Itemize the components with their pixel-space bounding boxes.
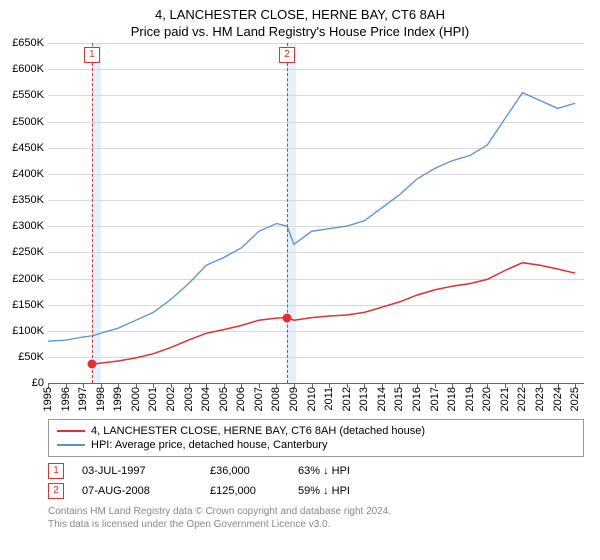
y-axis-label: £50K: [2, 351, 44, 363]
x-axis-label: 2015: [393, 387, 405, 411]
x-axis-label: 2024: [552, 387, 564, 411]
x-axis-label: 2004: [200, 387, 212, 411]
x-axis-label: 2012: [341, 387, 353, 411]
sale-price: £36,000: [210, 465, 280, 477]
x-axis-label: 2006: [235, 387, 247, 411]
legend-swatch: [57, 444, 85, 446]
y-axis-label: £350K: [2, 194, 44, 206]
x-axis-label: 1997: [77, 387, 89, 411]
plot-region: £0£50K£100K£150K£200K£250K£300K£350K£400…: [48, 43, 584, 384]
x-axis-label: 2016: [411, 387, 423, 411]
footer-text: Contains HM Land Registry data © Crown c…: [48, 505, 584, 531]
sale-point-marker: [87, 360, 96, 369]
x-axis-label: 2008: [270, 387, 282, 411]
x-axis-label: 2001: [147, 387, 159, 411]
y-axis-label: £400K: [2, 168, 44, 180]
chart-container: 4, LANCHESTER CLOSE, HERNE BAY, CT6 8AH …: [0, 0, 600, 560]
footer-line2: This data is licensed under the Open Gov…: [48, 518, 584, 531]
x-axis-label: 2025: [569, 387, 581, 411]
chart-title-line2: Price paid vs. HM Land Registry's House …: [0, 24, 600, 43]
y-axis-label: £150K: [2, 299, 44, 311]
x-axis-label: 1998: [95, 387, 107, 411]
legend-row: 4, LANCHESTER CLOSE, HERNE BAY, CT6 8AH …: [57, 424, 575, 438]
y-axis-label: £100K: [2, 325, 44, 337]
x-axis-label: 2023: [534, 387, 546, 411]
footer-line1: Contains HM Land Registry data © Crown c…: [48, 505, 584, 518]
y-axis-label: £550K: [2, 89, 44, 101]
x-axis-label: 2019: [464, 387, 476, 411]
sale-marker-line: [92, 43, 93, 383]
y-axis-label: £500K: [2, 116, 44, 128]
legend-swatch: [57, 430, 85, 432]
chart-title-line1: 4, LANCHESTER CLOSE, HERNE BAY, CT6 8AH: [0, 0, 600, 24]
sale-flag-1: 1: [84, 47, 100, 63]
x-axis-label: 2007: [253, 387, 265, 411]
legend-row: HPI: Average price, detached house, Cant…: [57, 438, 575, 452]
sale-row-flag: 2: [48, 483, 64, 499]
x-axis-label: 2018: [446, 387, 458, 411]
y-axis-label: £300K: [2, 220, 44, 232]
sale-row-flag: 1: [48, 463, 64, 479]
x-axis-label: 2003: [183, 387, 195, 411]
x-axis-label: 2017: [429, 387, 441, 411]
x-axis-label: 1996: [60, 387, 72, 411]
y-axis-label: £600K: [2, 63, 44, 75]
sale-marker-line: [287, 43, 288, 383]
sale-row: 1 03-JUL-1997 £36,000 63% ↓ HPI: [48, 461, 584, 481]
x-axis-label: 2014: [376, 387, 388, 411]
x-axis-label: 2005: [218, 387, 230, 411]
x-axis-label: 2021: [499, 387, 511, 411]
x-axis-label: 2013: [358, 387, 370, 411]
sale-hpi: 63% ↓ HPI: [298, 465, 398, 477]
legend-label: 4, LANCHESTER CLOSE, HERNE BAY, CT6 8AH …: [91, 425, 425, 437]
sale-row: 2 07-AUG-2008 £125,000 59% ↓ HPI: [48, 481, 584, 501]
sale-point-marker: [283, 313, 292, 322]
x-axis-label: 2011: [323, 387, 335, 411]
line-layer: [48, 43, 584, 383]
y-axis-label: £0: [2, 377, 44, 389]
x-axis-label: 2000: [130, 387, 142, 411]
x-axis-label: 1999: [112, 387, 124, 411]
x-axis-label: 1995: [42, 387, 54, 411]
y-axis-label: £650K: [2, 37, 44, 49]
legend-box: 4, LANCHESTER CLOSE, HERNE BAY, CT6 8AH …: [48, 419, 584, 457]
sale-flag-2: 2: [279, 47, 295, 63]
y-axis-label: £250K: [2, 246, 44, 258]
x-axis-label: 2020: [481, 387, 493, 411]
legend-label: HPI: Average price, detached house, Cant…: [91, 439, 327, 451]
chart-area: £0£50K£100K£150K£200K£250K£300K£350K£400…: [48, 43, 584, 413]
y-axis-label: £450K: [2, 142, 44, 154]
series-price_paid: [92, 263, 575, 365]
sale-date: 07-AUG-2008: [82, 485, 192, 497]
series-hpi: [48, 93, 575, 342]
x-axis-label: 2002: [165, 387, 177, 411]
x-axis-label: 2022: [516, 387, 528, 411]
sale-hpi: 59% ↓ HPI: [298, 485, 398, 497]
sale-price: £125,000: [210, 485, 280, 497]
x-axis-label: 2009: [288, 387, 300, 411]
sale-date: 03-JUL-1997: [82, 465, 192, 477]
x-axis-label: 2010: [306, 387, 318, 411]
y-axis-label: £200K: [2, 273, 44, 285]
sales-table: 1 03-JUL-1997 £36,000 63% ↓ HPI 2 07-AUG-2008…: [48, 461, 584, 501]
